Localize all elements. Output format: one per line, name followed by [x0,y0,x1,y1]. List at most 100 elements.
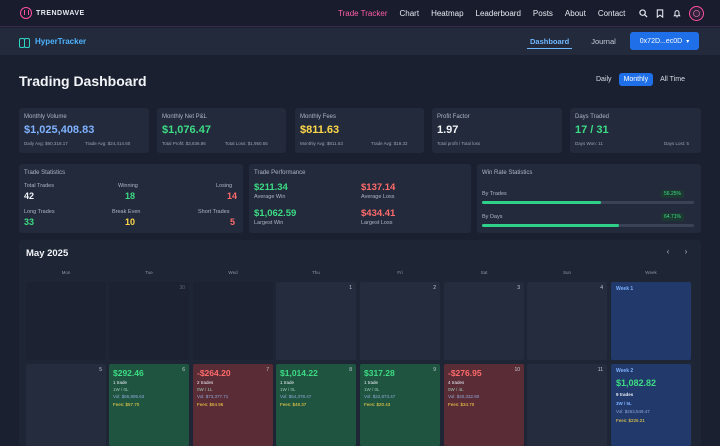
week-pnl: $1,082.82 [616,378,657,388]
week-fees: Fees: $226.21 [616,418,645,423]
nav-link-heatmap[interactable]: Heatmap [431,9,464,18]
calendar-day[interactable]: 5 [26,364,106,446]
card-label: Monthly Volume [24,114,67,120]
by-trades-percent: 56.25% [661,190,684,198]
avatar[interactable] [689,6,704,21]
bookmark-icon[interactable] [652,6,668,22]
search-icon[interactable] [635,6,651,22]
week-volume: Vol: $263,549.47 [616,409,650,414]
chevron-left-icon[interactable]: ‹ [666,247,670,256]
card-sub-right: Trade Avg: $19.32 [371,141,408,146]
winning-value: 18 [125,191,136,201]
bell-icon[interactable] [669,6,685,22]
week-label: Week 1 [616,286,634,292]
nav-link-chart[interactable]: Chart [399,9,420,18]
card-sub-left: Total profit / Total loss [437,141,481,146]
calendar-day[interactable]: 3 [444,282,524,360]
calendar-day[interactable]: 6 $292.46 1 trade 1W / 0L Vol: $65,895.6… [109,364,189,446]
by-days-label: By Days [482,214,503,220]
long-trades-value: 33 [24,217,35,227]
day-fees: Fees: $34.70 [448,402,475,407]
card-title: Win Rate Statistics [482,170,533,176]
top-navbar: TRENDWAVE Trade Tracker Chart Heatmap Le… [0,0,720,27]
week-summary[interactable]: Week 1 [611,282,691,360]
card-title: Trade Performance [254,170,306,176]
range-all-time[interactable]: All Time [660,76,685,83]
nav-link-trade-tracker[interactable]: Trade Tracker [338,9,388,18]
chevron-right-icon[interactable]: › [684,247,688,256]
weekday-header: Wed [228,270,238,275]
by-days-percent: 64.71% [661,213,684,221]
day-win-loss: 1W / 0L [113,387,129,392]
calendar-day[interactable]: 4 [527,282,607,360]
wallet-button[interactable]: 0x72D...ec0D ▾ [630,32,699,50]
day-win-loss: 0W / 4L [448,387,464,392]
range-daily[interactable]: Daily [596,76,612,83]
calendar-month: May 2025 [26,248,69,259]
card-label: Days Traded [575,114,610,120]
tab-dashboard[interactable]: Dashboard [527,35,573,49]
largest-win-value: $1,062.59 [254,208,297,219]
day-fees: Fees: $57.70 [113,402,140,407]
winning-label: Winning [118,183,138,189]
calendar-day[interactable]: 9 $317.28 1 trade 1W / 0L Vol: $22,873.4… [360,364,440,446]
trade-statistics-card: Trade Statistics Total Trades 42 Winning… [19,164,243,233]
calendar-day[interactable]: 8 $1,014.22 1 trade 1W / 0L Vol: $54,378… [276,364,356,446]
sub-tabs: Dashboard Journal [527,28,635,55]
card-sub-left: Daily Avg: $60,318.17 [24,141,68,146]
card-label: Monthly Fees [300,114,337,120]
day-number: 2 [433,285,436,291]
calendar-day[interactable]: 11 [527,364,607,446]
day-trades: 1 trade [280,380,295,385]
calendar-day[interactable]: 10 -$276.95 4 trades 0W / 4L Vol: $40,33… [444,364,524,446]
nav-link-leaderboard[interactable]: Leaderboard [475,9,521,18]
day-pnl: -$264.20 [197,368,231,378]
week-win-loss: 3W / 5L [616,401,632,406]
day-win-loss: 1W / 0L [364,387,380,392]
calendar-day-empty [26,282,106,360]
day-number: 1 [349,285,352,291]
largest-loss-label: Largest Loss [361,220,393,226]
day-win-loss: 1W / 0L [280,387,296,392]
card-title: Trade Statistics [24,170,66,176]
by-trades-label: By Trades [482,191,507,197]
day-fees: Fees: $64.96 [197,402,224,407]
weekday-header: Sun [562,270,571,275]
week-trades: 9 trades [616,392,634,397]
nav-link-posts[interactable]: Posts [532,9,553,18]
by-days-bar [482,224,694,227]
day-volume: Vol: $54,378.47 [280,394,312,399]
day-pnl: -$276.95 [448,368,482,378]
card-label: Monthly Net P&L [162,114,208,120]
card-profit-factor: Profit Factor 1.97 Total profit / Total … [432,108,562,153]
week-summary[interactable]: Week 2 $1,082.82 9 trades 3W / 5L Vol: $… [611,364,691,446]
short-trades-label: Short Trades [198,209,230,215]
nav-link-about[interactable]: About [564,9,586,18]
day-volume: Vol: $73,377.71 [197,394,229,399]
short-trades-value: 5 [230,217,236,227]
card-days-traded: Days Traded 17 / 31 Days Won: 11 Days Lo… [570,108,701,153]
nav-link-contact[interactable]: Contact [597,9,626,18]
card-value: $1,076.47 [162,124,211,136]
day-volume: Vol: $65,895.63 [113,394,145,399]
range-monthly[interactable]: Monthly [618,73,654,86]
range-toggle: Daily Monthly All Time [589,73,690,86]
calendar-day[interactable]: 1 [276,282,356,360]
day-volume: Vol: $22,873.47 [364,394,396,399]
losing-label: Losing [216,183,233,189]
trendwave-logo-icon [20,7,32,19]
hypertracker-logo[interactable]: HyperTracker [19,37,86,48]
card-value: $1,025,408.83 [24,124,95,136]
weekday-header: Week [645,270,657,275]
average-win-label: Average Win [254,194,286,200]
total-trades-value: 42 [24,191,35,201]
brand-logo[interactable]: TRENDWAVE [20,7,85,19]
calendar-day[interactable]: 2 [360,282,440,360]
average-win-value: $211.34 [254,182,288,193]
calendar-day-empty [193,282,273,360]
trade-performance-card: Trade Performance $211.34 Average Win $1… [249,164,471,233]
calendar-day[interactable]: 7 -$264.20 2 trades 0W / 1L Vol: $73,377… [193,364,273,446]
tab-journal[interactable]: Journal [591,37,616,46]
weekday-header: Fri [397,270,403,275]
day-number: 30 [179,285,185,291]
